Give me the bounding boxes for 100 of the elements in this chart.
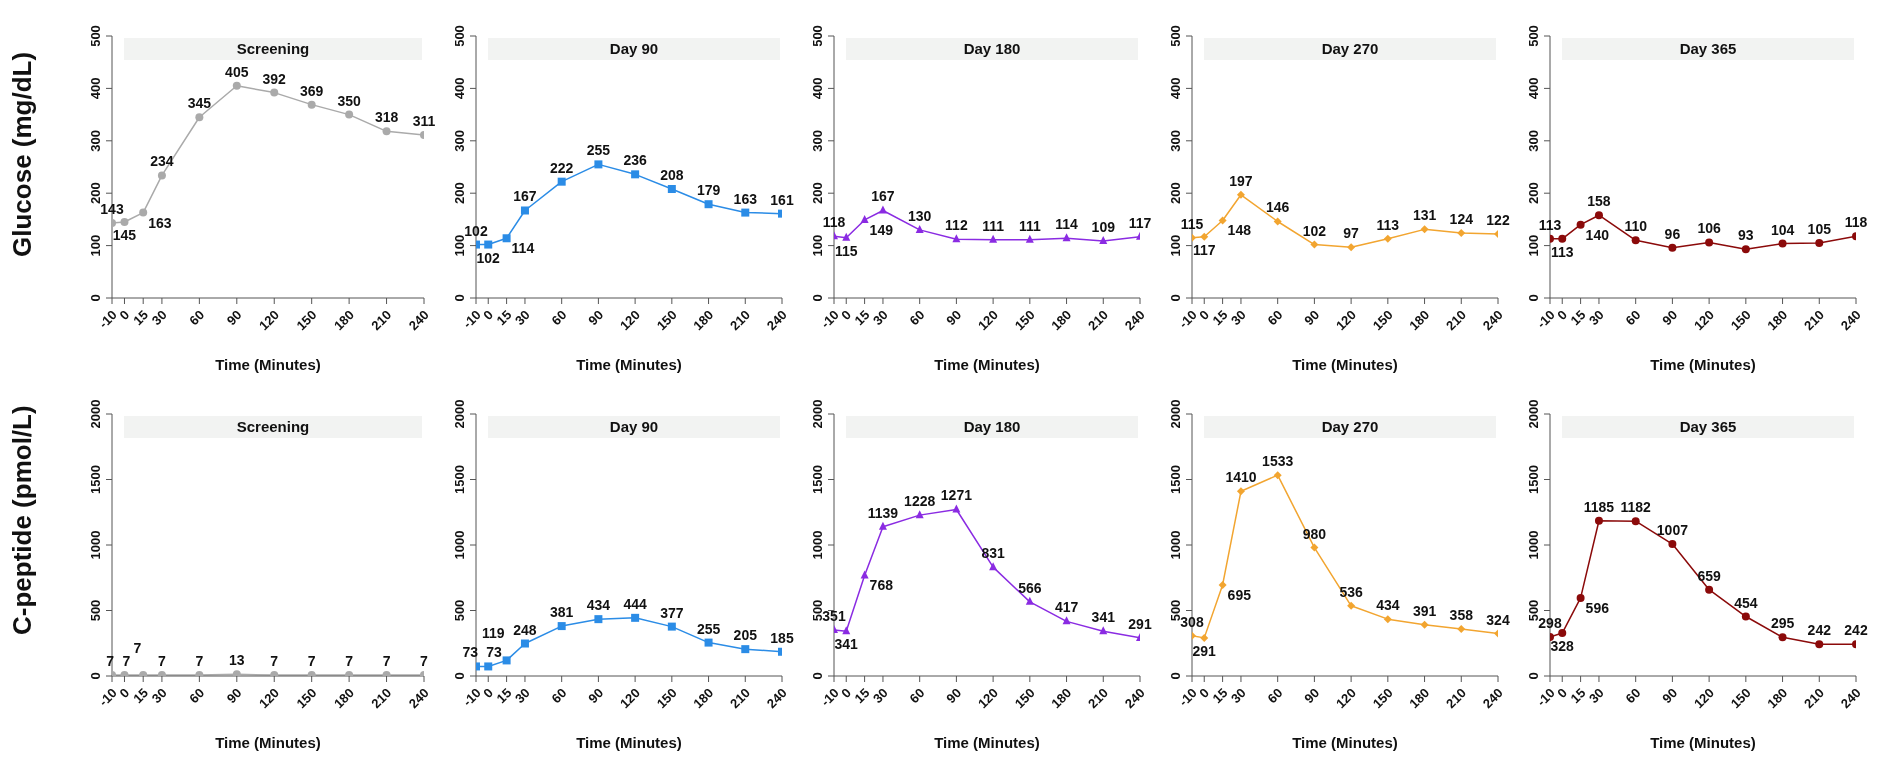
point [1025,596,1034,605]
data-label: 7 [106,653,115,670]
data-label: 163 [148,214,172,231]
data-label: 1139 [867,504,899,521]
data-label: 102 [1302,222,1327,239]
point [1420,620,1429,629]
x-tick-label: 240 [1121,307,1148,334]
data-label: 311 [412,113,436,130]
data-label: 130 [908,207,932,224]
data-label: 248 [513,621,537,638]
point [1099,235,1108,244]
data-label: 444 [623,595,648,612]
y-tick-label: 500 [452,25,467,47]
point [1594,211,1603,220]
x-tick-label: 180 [330,307,357,334]
x-tick-label: 60 [1264,307,1286,329]
data-label: 298 [1538,614,1562,631]
y-tick-label: 0 [88,294,103,302]
data-label: 114 [1055,216,1079,233]
x-tick-label: 60 [906,685,928,707]
y-tick-label: 100 [1168,234,1183,257]
x-tick-label: 210 [368,685,395,712]
y-tick-label: 2000 [810,399,825,429]
point [1457,625,1466,634]
point [1273,217,1282,226]
data-label: 113 [1376,216,1400,233]
y-tick-label: 2000 [452,399,467,429]
data-label: 158 [1587,193,1611,210]
point [1200,232,1209,241]
data-label: 114 [511,240,535,257]
y-tick-label: 0 [1526,672,1541,680]
y-tick-label: 1500 [452,465,467,494]
point [1383,234,1392,243]
point [1668,540,1677,549]
data-label: 291 [1128,615,1152,632]
y-tick-label: 1500 [1168,465,1183,494]
y-tick-label: 500 [810,25,825,47]
data-label: 1271 [940,487,973,504]
point [345,110,354,119]
data-label: 208 [660,167,684,184]
data-label: 392 [262,70,287,87]
x-tick-label: 120 [1690,685,1717,712]
data-label: 417 [1054,599,1079,616]
x-tick-label: 120 [1690,307,1717,334]
point [1705,238,1714,247]
x-tick-label: 120 [616,307,643,334]
x-tick-label: 90 [223,685,245,707]
y-tick-label: 0 [1168,672,1183,680]
x-axis-title: Time (Minutes) [1650,356,1756,373]
y-tick-label: 0 [88,672,103,680]
data-label: 179 [696,182,721,199]
x-tick-label: 60 [548,307,570,329]
data-label: 1185 [1583,498,1615,515]
data-label: 566 [1018,579,1042,596]
point [195,113,204,122]
point [989,234,998,243]
data-label: 115 [1180,215,1204,232]
data-label: 369 [300,82,324,99]
x-tick-label: 60 [906,307,928,329]
x-tick-label: 180 [690,685,717,712]
data-label: 7 [382,653,391,670]
data-label: 104 [1770,221,1795,238]
data-label: 7 [420,653,429,670]
point [594,615,603,624]
point [1558,234,1567,243]
x-tick-label: 150 [1011,307,1038,334]
data-label: 110 [1624,218,1648,235]
x-tick-label: 15 [130,685,151,707]
y-tick-label: 2000 [1526,399,1541,429]
point [989,562,998,571]
data-label: 115 [834,242,858,259]
data-label: 146 [1266,199,1290,216]
x-tick-label: 120 [1332,307,1359,334]
point [270,88,279,97]
point [704,638,713,647]
data-label: 111 [982,217,1005,234]
point [157,171,166,180]
x-tick-label: 240 [405,307,432,334]
point [1025,234,1034,243]
data-label: 350 [337,92,362,109]
data-label: 102 [464,222,488,239]
y-tick-label: 2000 [88,399,103,429]
data-label: 113 [1550,243,1574,260]
data-label: 7 [307,653,316,670]
y-tick-label: 1500 [88,465,103,494]
x-axis-title: Time (Minutes) [1292,734,1398,751]
x-tick-label: 240 [405,685,432,712]
x-tick-label: 210 [1085,307,1112,334]
data-label: 7 [158,653,167,670]
data-label: 7 [122,653,131,670]
point [1778,239,1787,248]
x-tick-label: 210 [1801,685,1828,712]
point [1310,240,1319,249]
data-label: 96 [1664,225,1681,242]
x-tick-label: 210 [1801,307,1828,334]
x-tick-label: 180 [1764,685,1791,712]
y-tick-label: 0 [1526,294,1541,302]
point [594,160,603,169]
data-label: 149 [869,221,894,238]
data-label: 167 [513,188,537,205]
